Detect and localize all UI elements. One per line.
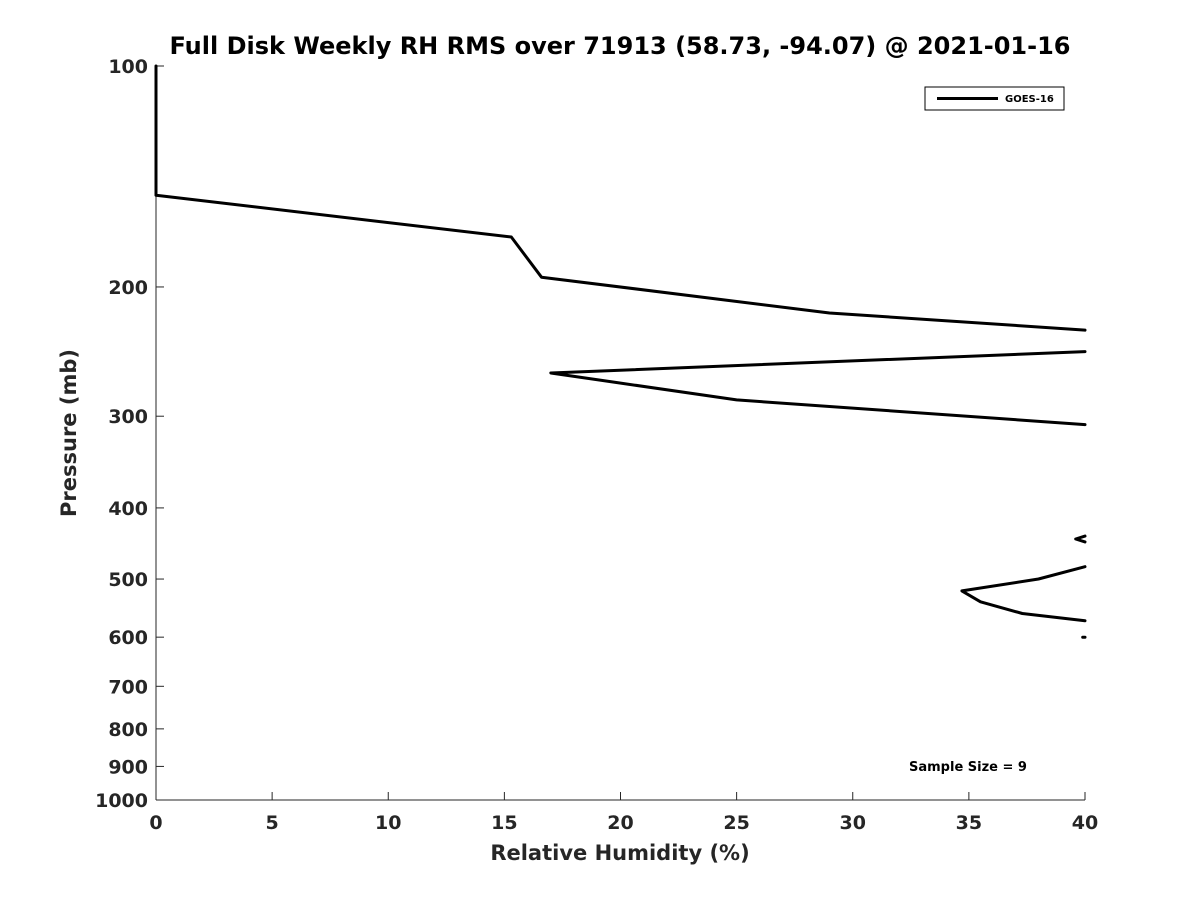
x-tick-label: 25 [723, 812, 749, 834]
series-line-goes-16 [960, 565, 1087, 623]
y-tick-label: 100 [108, 56, 148, 78]
x-tick-label: 35 [956, 812, 982, 834]
sample-size-annotation: Sample Size = 9 [909, 760, 1027, 775]
y-tick-label: 600 [108, 627, 148, 649]
y-axis-label: Pressure (mb) [57, 349, 81, 517]
x-tick-label: 15 [491, 812, 517, 834]
x-axis-label: Relative Humidity (%) [490, 841, 749, 865]
series-line-goes-16 [1074, 534, 1087, 544]
x-tick-label: 40 [1072, 812, 1098, 834]
y-tick-label: 1000 [95, 790, 148, 812]
y-tick-label: 900 [108, 756, 148, 778]
plot-area: 0 5 10 15 20 25 30 35 40 100 200 300 400 500 600 700 800… [95, 56, 1098, 834]
y-tick-label: 400 [108, 498, 148, 520]
x-tick-label: 30 [840, 812, 866, 834]
x-tick-label: 10 [375, 812, 401, 834]
x-tick-label: 5 [266, 812, 279, 834]
y-tick-label: 500 [108, 569, 148, 591]
series-line-goes-16 [154, 64, 1087, 332]
y-tick-label: 800 [108, 719, 148, 741]
chart-title: Full Disk Weekly RH RMS over 71913 (58.7… [169, 32, 1070, 60]
legend: GOES-16 [924, 86, 1065, 111]
x-tick-label: 0 [149, 812, 162, 834]
series-line-goes-16 [549, 350, 1087, 427]
y-tick-label: 700 [108, 676, 148, 698]
x-tick-label: 20 [607, 812, 633, 834]
y-tick-label: 200 [108, 277, 148, 299]
legend-label-goes-16: GOES-16 [1005, 94, 1054, 105]
y-tick-label: 300 [108, 406, 148, 428]
